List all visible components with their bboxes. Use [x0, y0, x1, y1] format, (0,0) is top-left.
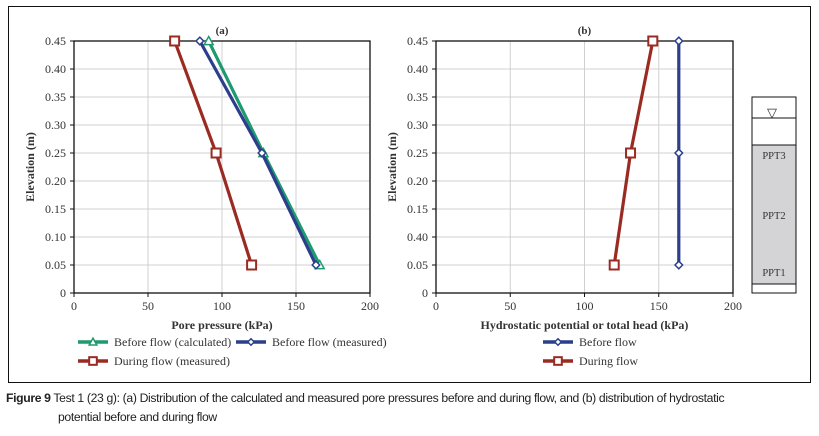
data-point-square — [169, 35, 181, 47]
y-tick-label: 0.15 — [407, 202, 428, 216]
y-axis-label: Elevation (m) — [23, 132, 37, 202]
y-tick-label: 0.30 — [45, 118, 66, 132]
y-tick-label: 0.20 — [45, 174, 66, 188]
soil-column-diagram: ▽ PPT3 PPT2 PPT1 — [751, 96, 797, 294]
data-point-triangle — [202, 34, 215, 46]
y-tick-label: 0.40 — [45, 62, 66, 76]
data-point-diamond — [194, 36, 205, 46]
series-during-flow — [608, 35, 659, 271]
series-during-flow-measured — [169, 35, 258, 271]
x-tick-label: 0 — [433, 299, 439, 313]
data-point-diamond — [673, 260, 684, 270]
y-tick-label: 0.15 — [45, 202, 66, 216]
y-tick-label: 0.05 — [407, 258, 428, 272]
data-point-square — [210, 147, 222, 159]
legend-entry: Before flow (measured) — [236, 335, 387, 349]
legend-label: Before flow (calculated) — [114, 335, 231, 349]
legend-label: Before flow — [579, 335, 637, 349]
chart-title: (a) — [216, 25, 229, 37]
y-tick-label: 0.20 — [407, 174, 428, 188]
y-tick-label: 0.30 — [407, 118, 428, 132]
data-point-diamond — [257, 148, 267, 158]
legend-marker-square — [88, 356, 98, 366]
y-tick-label: 0.45 — [45, 34, 66, 48]
y-tick-label: 0.10 — [45, 230, 66, 244]
data-point-diamond — [673, 36, 684, 46]
y-tick-label: 0.45 — [407, 34, 428, 48]
sensor-label-ppt1: PPT1 — [762, 268, 785, 279]
x-tick-label: 50 — [504, 299, 516, 313]
y-tick-label: 0 — [60, 286, 66, 300]
y-tick-label: 0.35 — [45, 90, 66, 104]
data-point-diamond — [673, 148, 684, 158]
x-axis-label: Pore pressure (kPa) — [171, 318, 272, 332]
legend-marker-triangle — [87, 336, 99, 346]
data-point-diamond — [311, 260, 321, 270]
x-axis-label: Hydrostatic potential or total head (kPa… — [481, 318, 689, 332]
y-tick-label: 0.25 — [45, 146, 66, 160]
y-tick-label: 0 — [422, 286, 428, 300]
y-tick-label: 0.25 — [407, 146, 428, 160]
soil-layer — [751, 144, 797, 285]
legend-label: During flow — [579, 354, 638, 368]
y-tick-label: 0.40 — [407, 62, 428, 76]
data-point-square — [608, 259, 620, 271]
y-axis-label: Elevation (m) — [385, 132, 399, 202]
series-before-flow-measured — [194, 36, 321, 270]
x-tick-label: 0 — [71, 299, 77, 313]
water-level-icon: ▽ — [767, 105, 777, 120]
y-tick-label: 0.35 — [407, 90, 428, 104]
sensor-label-ppt2: PPT2 — [762, 211, 785, 222]
y-tick-label: 0.40 — [407, 230, 428, 244]
caption-text-line1: Test 1 (23 g): (a) Distribution of the c… — [50, 391, 725, 405]
x-tick-label: 200 — [724, 299, 742, 313]
legend-marker-diamond — [246, 337, 256, 347]
legend-label: During flow (measured) — [114, 354, 230, 368]
chart-title: (b) — [578, 25, 592, 37]
sensor-label-ppt3: PPT3 — [762, 151, 785, 162]
chart-b: 0 50 100 150 200 0 0.05 0.40 0.15 0.20 0.25 0.30 0.3… — [385, 25, 742, 368]
y-tick-label: 0.05 — [45, 258, 66, 272]
data-point-square — [625, 147, 637, 159]
x-tick-label: 200 — [361, 299, 379, 313]
figure-caption: Figure 9 Test 1 (23 g): (a) Distribution… — [6, 389, 806, 427]
figure-frame — [8, 6, 811, 383]
legend-entry: Before flow (calculated) — [78, 335, 231, 349]
caption-text-line2: potential before and during flow — [58, 410, 217, 424]
data-point-square — [246, 259, 258, 271]
x-tick-label: 100 — [576, 299, 594, 313]
x-tick-label: 100 — [213, 299, 231, 313]
legend-marker-square — [553, 356, 563, 366]
data-point-square — [647, 35, 659, 47]
caption-figure-label: Figure 9 — [6, 391, 51, 405]
legend-label: Before flow (measured) — [272, 335, 387, 349]
x-tick-label: 150 — [650, 299, 668, 313]
legend-marker-diamond — [553, 337, 563, 347]
legend-entry: During flow — [543, 354, 638, 368]
x-tick-label: 50 — [142, 299, 154, 313]
legend-entry: Before flow — [543, 335, 637, 349]
chart-a: 0 50 100 150 200 0 0.05 0.10 0.15 0.20 0.25 0.30 0.3… — [23, 25, 387, 368]
series-before-flow — [673, 36, 684, 270]
legend-entry: During flow (measured) — [78, 354, 230, 368]
x-tick-label: 150 — [287, 299, 305, 313]
